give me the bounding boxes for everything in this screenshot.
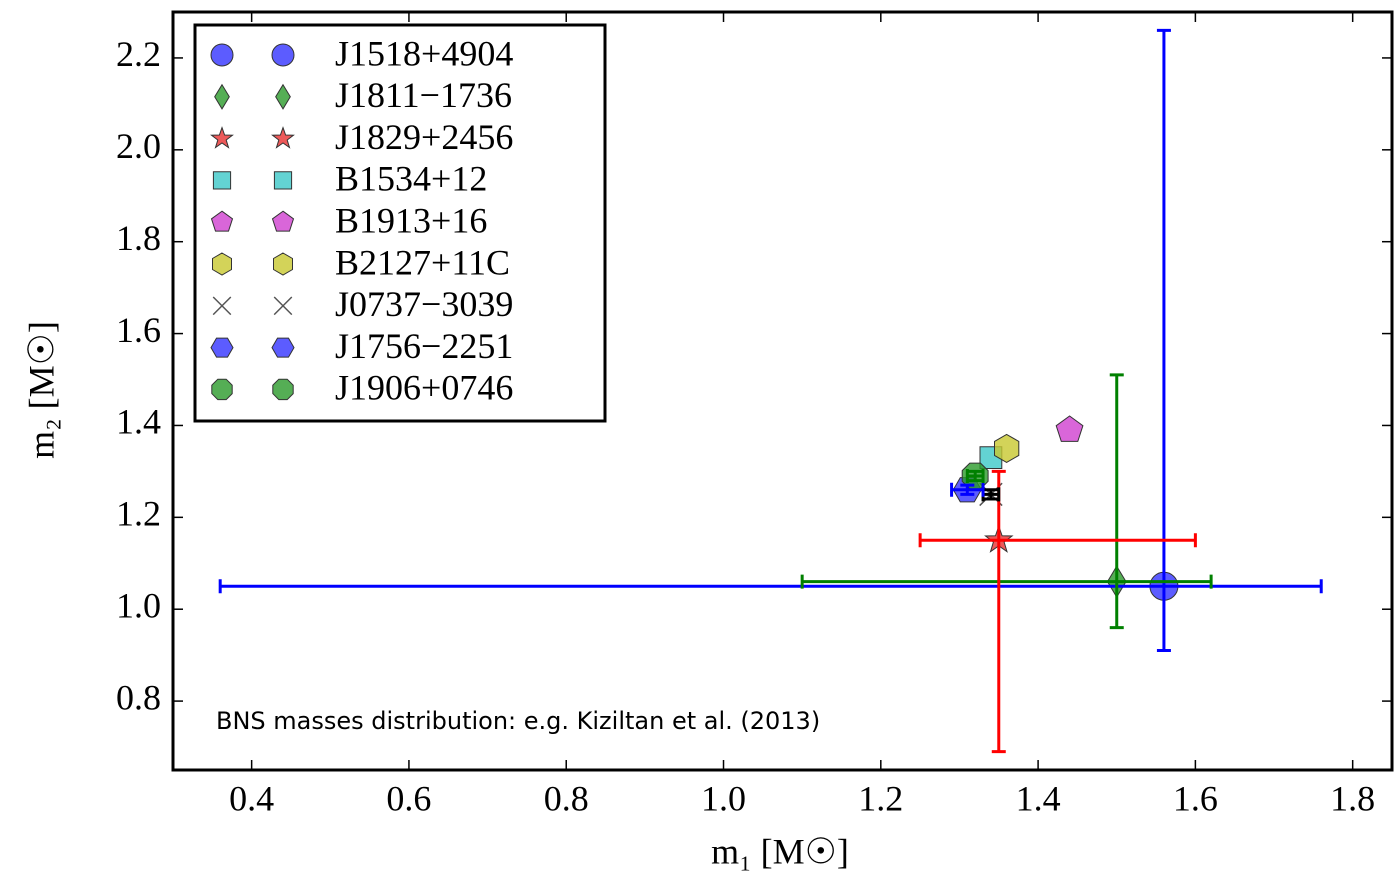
marker — [271, 126, 295, 149]
marker — [214, 83, 230, 110]
x-tick-label: 1.2 — [858, 778, 903, 818]
x-tick-label: 1.0 — [701, 778, 746, 818]
legend-label: J1906+0746 — [335, 368, 513, 408]
x-tick-label: 0.4 — [229, 778, 274, 818]
annotation: BNS masses distribution: e.g. Kiziltan e… — [216, 707, 820, 735]
x-tick-label: 0.6 — [386, 778, 431, 818]
marker — [272, 378, 294, 401]
legend-label: J0737−3039 — [335, 284, 513, 324]
legend-label: J1756−2251 — [335, 326, 513, 366]
x-error-bar — [218, 579, 1323, 594]
marker — [271, 337, 295, 358]
legend-label: J1829+2456 — [335, 117, 513, 157]
marker — [273, 171, 293, 190]
y-error-bar — [1156, 28, 1171, 653]
marker — [211, 378, 233, 401]
y-tick-label: 2.0 — [116, 126, 161, 166]
y-tick-label: 1.0 — [116, 585, 161, 625]
y-error-bar — [968, 469, 983, 483]
y-tick-label: 0.8 — [116, 677, 161, 717]
x-tick-label: 1.4 — [1016, 778, 1061, 818]
legend-label: B1534+12 — [335, 159, 487, 199]
marker — [212, 252, 232, 276]
plot-frame — [171, 10, 1394, 772]
marker — [210, 43, 234, 67]
marker — [994, 433, 1020, 463]
marker — [212, 171, 232, 190]
error-bars — [965, 468, 985, 483]
y-tick-label: 1.4 — [116, 402, 161, 442]
y-tick-label: 1.8 — [116, 218, 161, 258]
legend-box — [193, 23, 607, 423]
legend-label: B2127+11C — [335, 242, 510, 282]
marker — [273, 252, 293, 276]
error-bars — [800, 373, 1213, 630]
marker — [210, 210, 234, 232]
y-tick-label: 1.6 — [116, 310, 161, 350]
x-tick-label: 1.6 — [1173, 778, 1218, 818]
legend-label: J1518+4904 — [335, 33, 513, 73]
error-bars — [950, 482, 985, 497]
error-bars — [981, 487, 1001, 502]
y-error-bar — [960, 483, 975, 496]
x-error-bar — [918, 533, 1197, 548]
legend-label: J1811−1736 — [335, 75, 512, 115]
marker — [210, 126, 234, 149]
x-error-bar — [800, 574, 1213, 589]
y-tick-label: 1.2 — [116, 494, 161, 534]
legend: J1518+4904J1811−1736J1829+2456B1534+12B1… — [193, 23, 607, 423]
x-axis-label: m₁ [M☉] — [711, 831, 849, 871]
y-axis-label: m₂ [M☉] — [21, 321, 61, 459]
marker — [271, 210, 295, 232]
y-error-bar — [983, 488, 998, 501]
x-tick-label: 0.8 — [544, 778, 589, 818]
marker — [273, 296, 293, 316]
marker — [212, 296, 232, 316]
y-tick-label: 2.2 — [116, 34, 161, 74]
marker — [1055, 415, 1084, 442]
marker — [275, 83, 291, 110]
legend-label: B1913+16 — [335, 200, 487, 240]
error-bars — [918, 469, 1197, 754]
error-bars — [218, 28, 1323, 653]
x-tick-label: 1.8 — [1330, 778, 1375, 818]
y-error-bar — [991, 469, 1006, 754]
marker — [271, 43, 295, 67]
marker — [210, 337, 234, 358]
y-error-bar — [1109, 373, 1124, 630]
